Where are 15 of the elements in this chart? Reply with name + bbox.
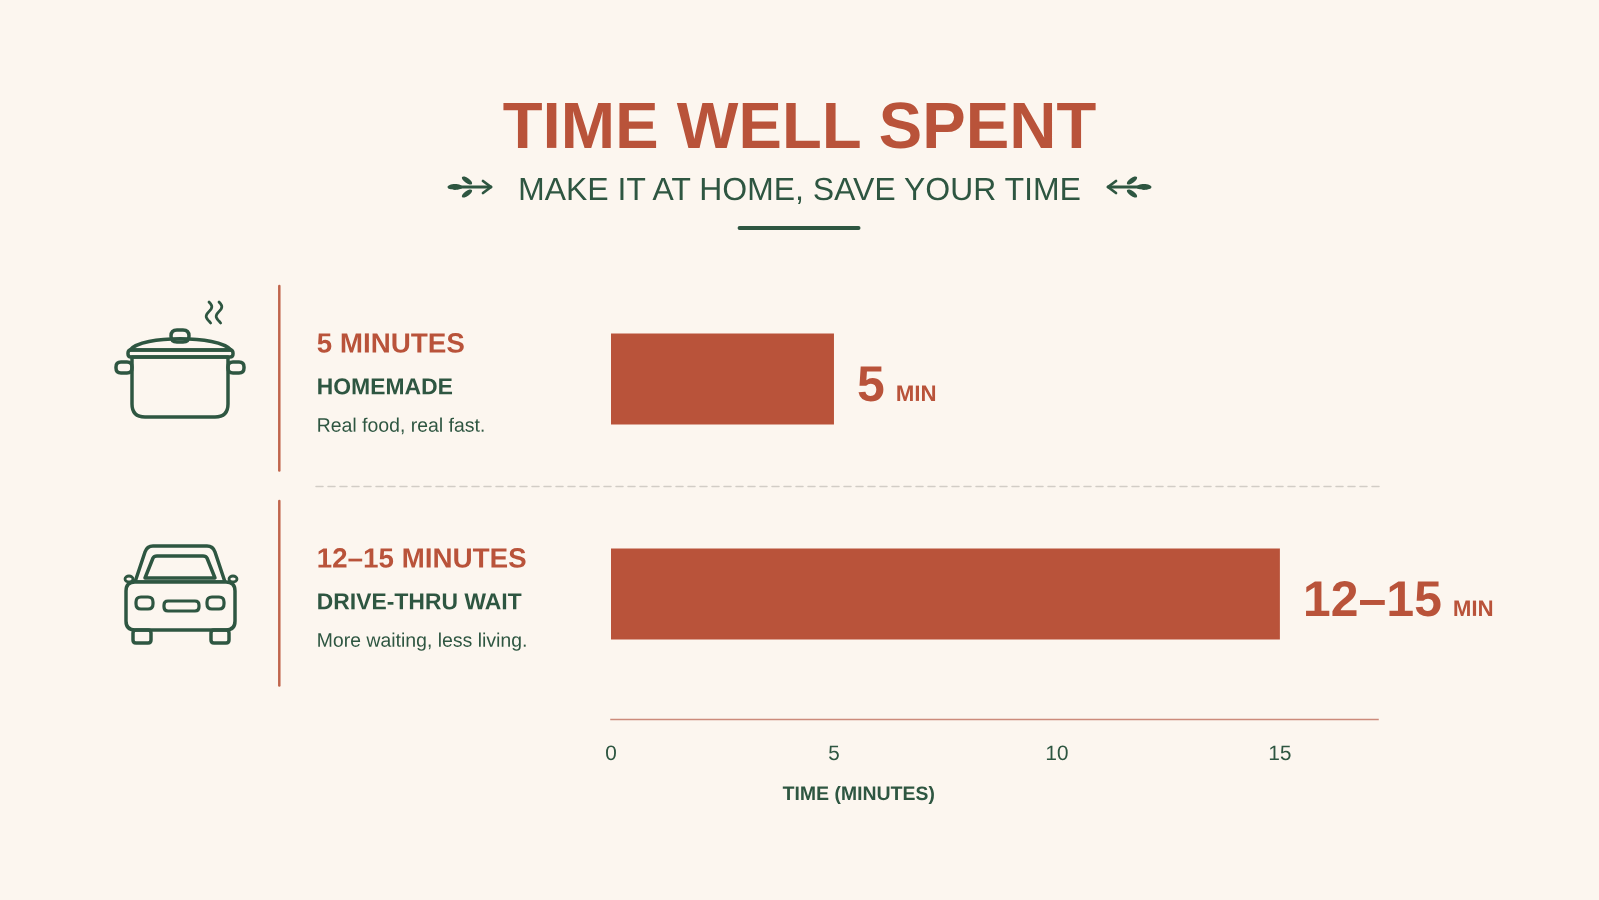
text: 12–15 MINUTES [318, 548, 526, 568]
data-label: 5 MIN [858, 366, 936, 402]
x-tick-label: 5 [829, 745, 839, 761]
x-tick-label: 0 [606, 745, 616, 761]
y-tick-label: HOMEMADE [318, 378, 453, 395]
text: 5 MINUTES [317, 333, 464, 353]
x-axis-title: TIME (MINUTES) [782, 785, 934, 805]
data-label: 12–15 MIN [1306, 580, 1493, 617]
text: More waiting, less living. [318, 632, 526, 651]
x-tick-label: 15 [1269, 745, 1291, 761]
chart-title: TIME WELL SPENT [503, 102, 1096, 149]
x-tick-label: 10 [1046, 745, 1068, 761]
text: Real food, real fast. [318, 417, 484, 435]
chart-subtitle: MAKE IT AT HOME, SAVE YOUR TIME [520, 177, 1080, 205]
y-tick-label: DRIVE-THRU WAIT [318, 593, 522, 610]
